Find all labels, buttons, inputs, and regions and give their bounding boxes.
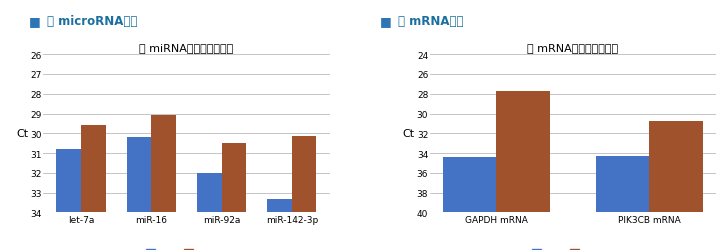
Bar [127, 138, 151, 212]
Bar [649, 122, 703, 212]
Y-axis label: Ct: Ct [403, 129, 414, 139]
Bar [56, 150, 81, 212]
Y-axis label: Ct: Ct [16, 129, 28, 139]
Legend: 超離法, PS親和法: 超離法, PS親和法 [142, 245, 231, 250]
Text: 各 mRNA数量: 各 mRNA数量 [398, 15, 463, 28]
Text: ■: ■ [29, 15, 40, 28]
Bar [268, 199, 292, 212]
Bar [221, 144, 247, 212]
Bar [596, 156, 649, 212]
Text: 各 microRNA数量: 各 microRNA数量 [47, 15, 137, 28]
Bar [442, 158, 496, 212]
Bar [197, 173, 221, 212]
Bar [496, 92, 549, 212]
Title: 各 mRNA数量（人血清）: 各 mRNA数量（人血清） [527, 43, 618, 53]
Bar [81, 126, 106, 212]
Title: 各 miRNA数量（人血清）: 各 miRNA数量（人血清） [140, 43, 234, 53]
Bar [151, 115, 176, 212]
Legend: 超離法, PS親和法: 超離法, PS親和法 [529, 245, 617, 250]
Bar [292, 137, 317, 212]
Text: ■: ■ [380, 15, 391, 28]
